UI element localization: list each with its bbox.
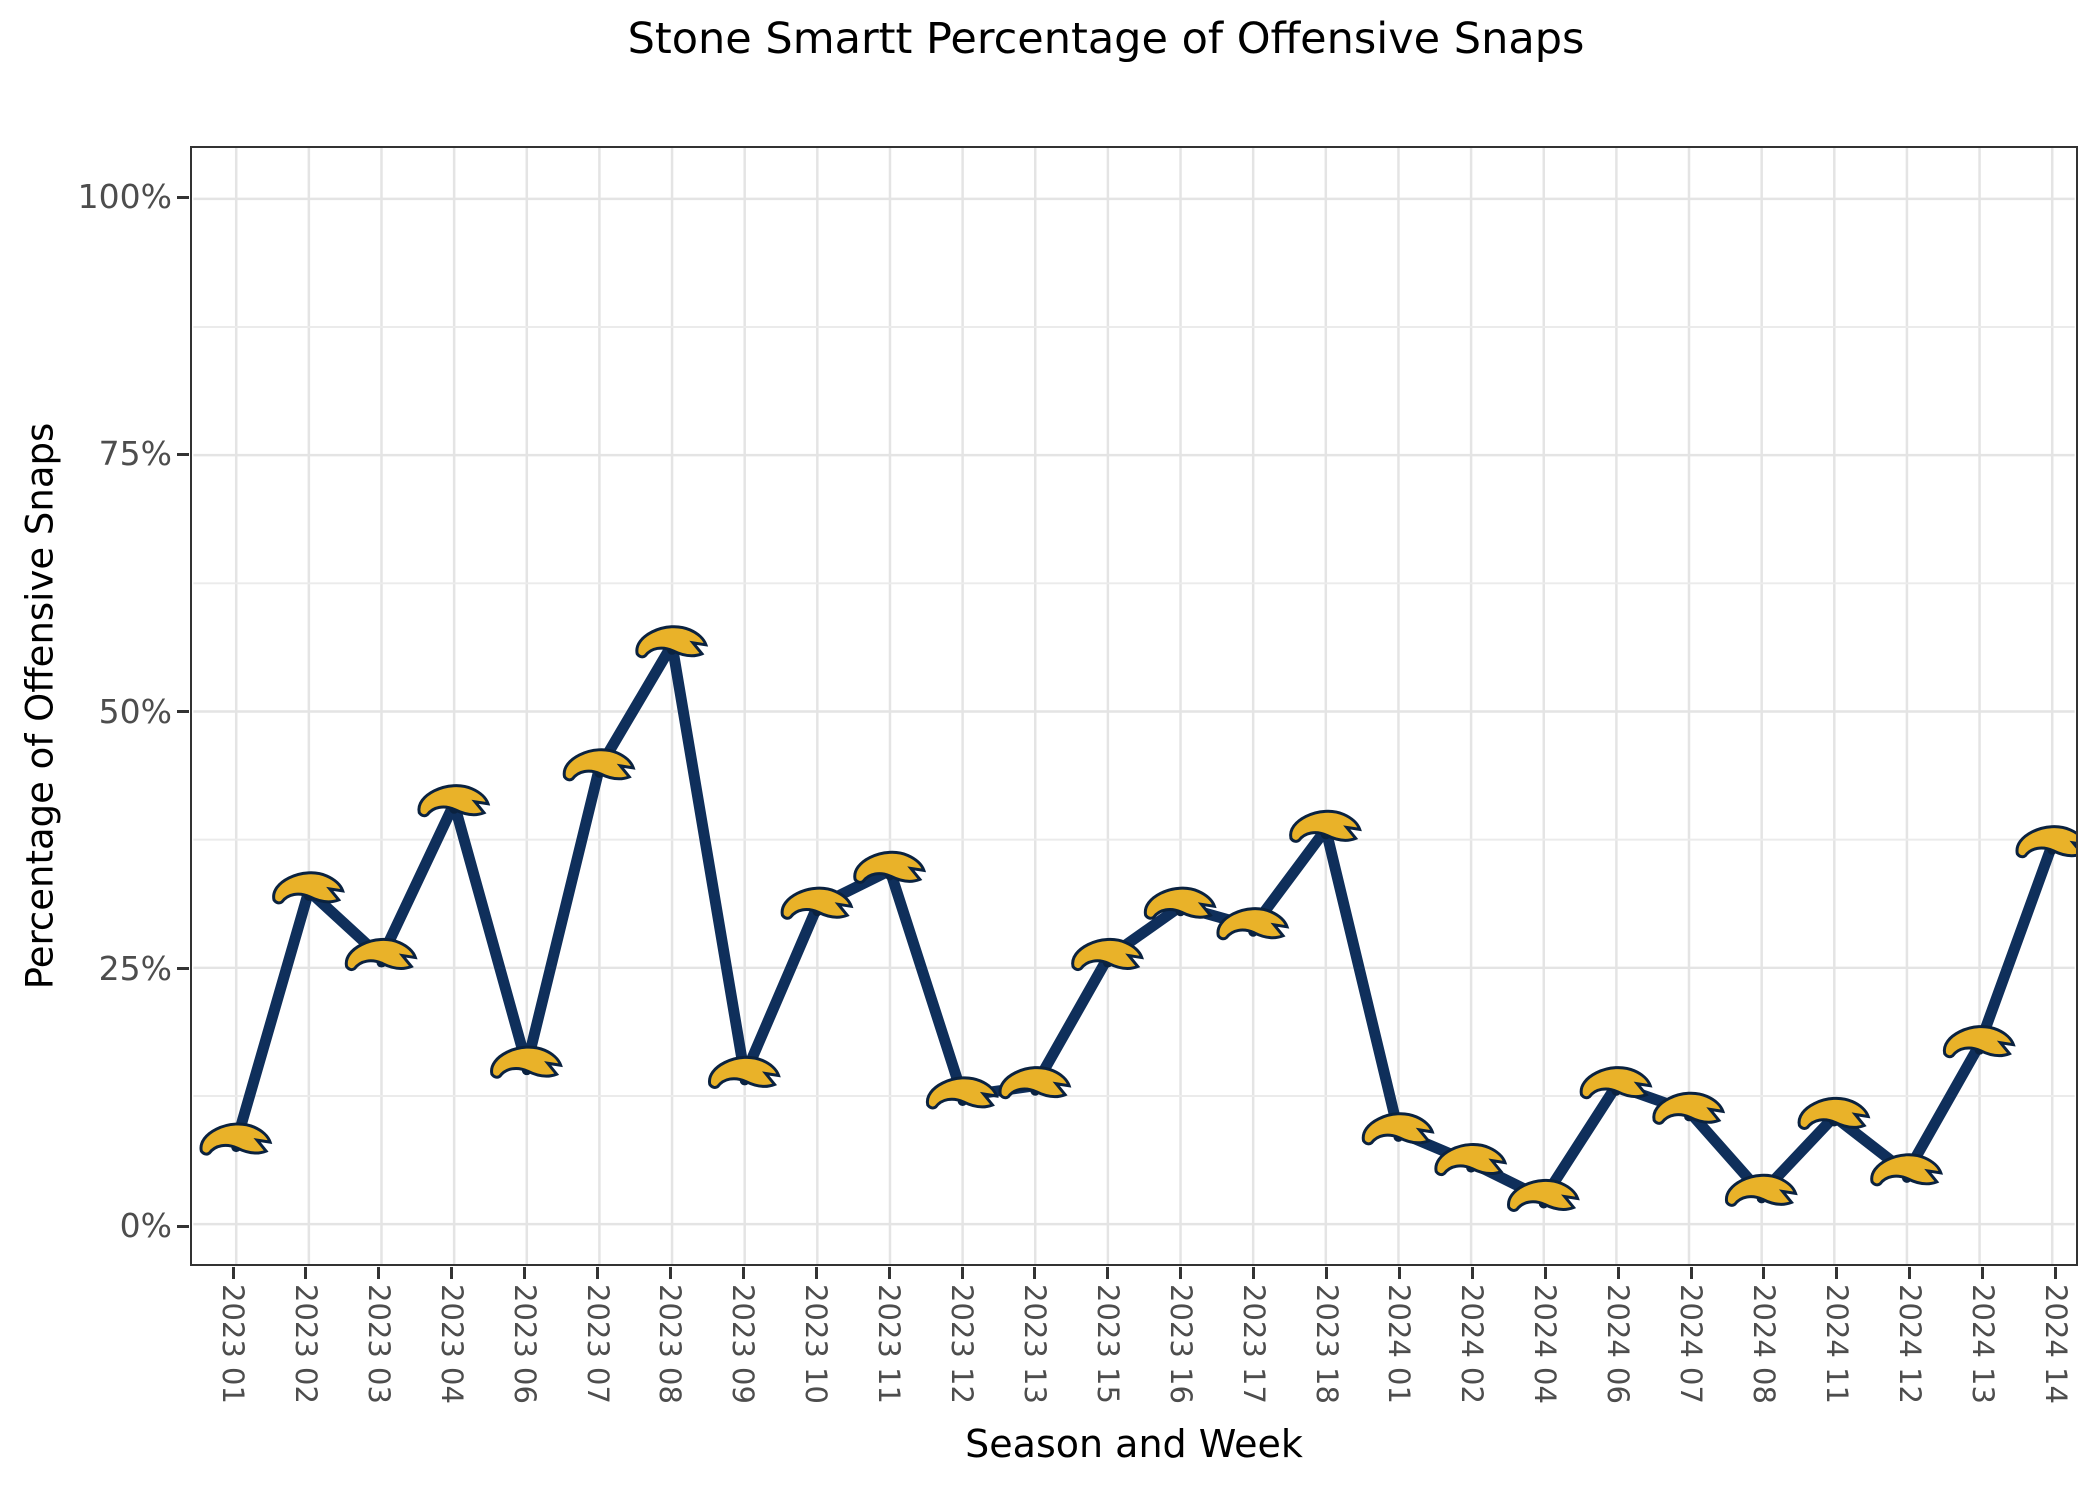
x-tick-mark	[887, 1267, 891, 1279]
x-tick-label: 2024 01	[1382, 1284, 1417, 1404]
x-tick-label: 2024 04	[1528, 1284, 1563, 1404]
x-tick-label: 2024 14	[2038, 1284, 2073, 1404]
plot-area	[190, 146, 2078, 1266]
x-tick-label: 2023 15	[1090, 1284, 1125, 1404]
y-tick-mark	[177, 195, 189, 199]
x-tick-label: 2024 13	[1965, 1284, 2000, 1404]
x-tick-label: 2024 12	[1892, 1284, 1927, 1404]
x-tick-label: 2023 02	[288, 1284, 323, 1404]
x-tick-mark	[1106, 1267, 1110, 1279]
x-tick-label: 2023 04	[434, 1284, 469, 1404]
x-tick-label: 2023 07	[580, 1284, 615, 1404]
x-tick-mark	[377, 1267, 381, 1279]
x-tick-label: 2023 11	[872, 1284, 907, 1404]
data-markers	[199, 625, 2076, 1213]
x-tick-mark	[1179, 1267, 1183, 1279]
x-tick-mark	[1908, 1267, 1912, 1279]
y-tick-label: 0%	[119, 1206, 172, 1245]
x-tick-mark	[1616, 1267, 1620, 1279]
x-tick-mark	[1835, 1267, 1839, 1279]
x-tick-label: 2024 08	[1746, 1284, 1781, 1404]
y-tick-label: 50%	[98, 691, 172, 731]
x-tick-mark	[1543, 1267, 1547, 1279]
x-tick-mark	[960, 1267, 964, 1279]
y-tick-mark	[177, 452, 189, 456]
snap-percentage-line	[230, 639, 2058, 1204]
x-tick-mark	[2054, 1267, 2057, 1279]
x-tick-label: 2023 09	[726, 1284, 761, 1404]
y-tick-mark	[177, 1224, 189, 1228]
x-axis-title: Season and Week	[965, 1422, 1303, 1466]
y-tick-label: 25%	[98, 948, 172, 988]
x-tick-label: 2023 08	[653, 1284, 688, 1404]
data-series	[230, 639, 2058, 1204]
x-tick-label: 2023 10	[799, 1284, 834, 1404]
x-tick-label: 2024 11	[1819, 1284, 1854, 1404]
x-tick-mark	[1252, 1267, 1256, 1279]
line-chart-svg	[193, 148, 2076, 1264]
x-tick-mark	[1397, 1267, 1401, 1279]
x-tick-label: 2023 03	[361, 1284, 396, 1404]
x-tick-mark	[1762, 1267, 1766, 1279]
y-tick-mark	[177, 710, 189, 713]
x-tick-label: 2024 02	[1455, 1284, 1490, 1404]
x-tick-label: 2023 18	[1309, 1284, 1344, 1404]
x-tick-label: 2024 06	[1601, 1284, 1636, 1404]
x-tick-mark	[596, 1267, 599, 1279]
x-tick-label: 2023 12	[945, 1284, 979, 1404]
x-tick-mark	[231, 1267, 235, 1279]
x-tick-mark	[450, 1267, 454, 1279]
y-tick-label: 75%	[98, 434, 172, 474]
x-tick-mark	[1470, 1267, 1474, 1279]
x-tick-mark	[814, 1267, 818, 1279]
x-tick-label: 2023 06	[507, 1284, 542, 1404]
x-tick-label: 2023 16	[1163, 1284, 1198, 1404]
x-tick-label: 2023 13	[1017, 1284, 1052, 1404]
x-tick-mark	[1325, 1267, 1328, 1279]
x-tick-label: 2023 17	[1236, 1284, 1271, 1404]
x-tick-label: 2023 01	[216, 1284, 250, 1404]
x-tick-label: 2024 07	[1674, 1284, 1708, 1404]
x-tick-mark	[523, 1267, 527, 1279]
y-tick-label: 100%	[77, 177, 172, 216]
chart-title: Stone Smartt Percentage of Offensive Sna…	[627, 14, 1585, 64]
x-tick-mark	[1033, 1267, 1037, 1279]
x-tick-mark	[304, 1267, 308, 1279]
x-tick-mark	[741, 1267, 745, 1279]
y-tick-mark	[177, 967, 189, 971]
x-tick-mark	[1689, 1267, 1693, 1279]
x-tick-mark	[668, 1267, 672, 1279]
x-tick-mark	[1981, 1267, 1985, 1279]
gridlines	[193, 148, 2075, 1264]
